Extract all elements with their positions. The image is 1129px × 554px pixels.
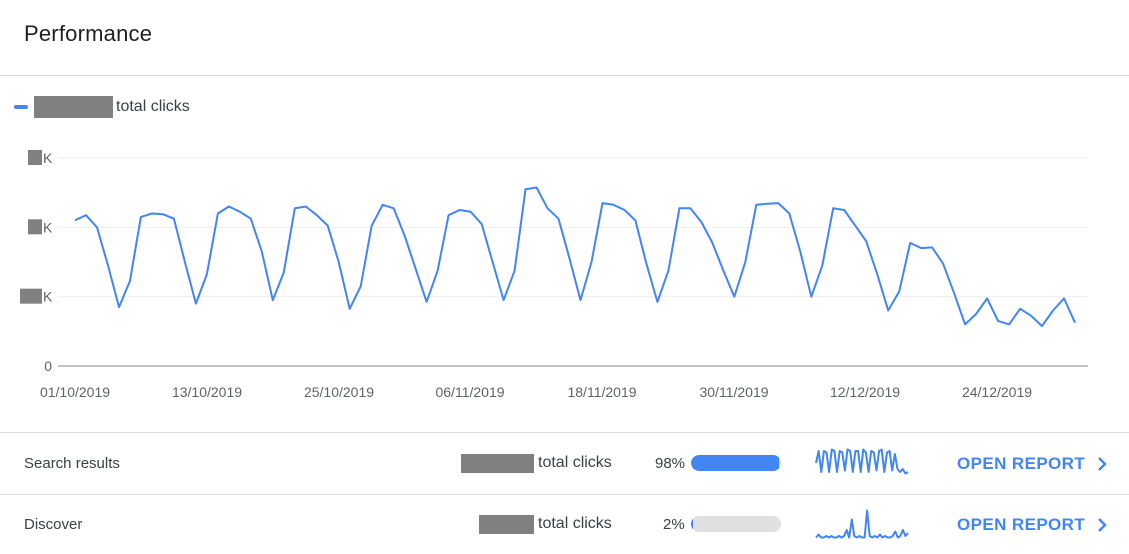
redacted-tick-value (28, 150, 42, 165)
y-tick-label: K (43, 289, 53, 305)
x-tick-label: 24/12/2019 (962, 384, 1032, 400)
y-tick-label: K (43, 150, 53, 166)
row-percent: 98% (655, 455, 685, 472)
share-bar-fill (691, 455, 779, 471)
x-axis-ticks: 01/10/2019 13/10/2019 25/10/2019 06/11/2019… (40, 384, 1032, 400)
redacted-value (479, 515, 534, 534)
y-tick-label: 0 (44, 358, 52, 374)
sparkline (815, 441, 910, 481)
row-label: Discover (24, 516, 82, 533)
open-report-button[interactable]: OPEN REPORT (957, 515, 1107, 535)
divider (0, 75, 1129, 76)
card-title: Performance (24, 21, 152, 47)
chart-grid (58, 158, 1088, 366)
x-tick-label: 06/11/2019 (435, 384, 504, 400)
legend-label: total clicks (116, 98, 190, 116)
share-bar-fill (691, 516, 693, 532)
share-bar (691, 516, 781, 532)
sparkline (815, 502, 910, 542)
redacted-value (461, 454, 534, 473)
share-bar (691, 455, 781, 471)
row-clicks: total clicks (479, 514, 612, 534)
open-report-label: OPEN REPORT (957, 454, 1085, 474)
chart-series (75, 187, 1075, 326)
chevron-right-icon (1097, 456, 1107, 472)
x-tick-label: 01/10/2019 (40, 384, 110, 400)
row-clicks-label: total clicks (538, 454, 612, 472)
y-tick-label: K (43, 219, 53, 235)
y-axis-ticks: 0 K K K (20, 150, 53, 374)
redacted-value (34, 96, 113, 118)
redacted-tick-value (28, 219, 42, 234)
open-report-label: OPEN REPORT (957, 515, 1085, 535)
x-tick-label: 30/11/2019 (699, 384, 768, 400)
open-report-button[interactable]: OPEN REPORT (957, 454, 1107, 474)
chart-legend[interactable]: total clicks (14, 96, 190, 118)
chevron-right-icon (1097, 517, 1107, 533)
x-tick-label: 12/12/2019 (830, 384, 900, 400)
row-label: Search results (24, 455, 120, 472)
row-clicks: total clicks (461, 453, 612, 473)
legend-swatch (14, 105, 28, 109)
row-percent: 2% (663, 516, 685, 533)
sparkline-path (816, 511, 908, 538)
report-row-search-results[interactable]: Search results total clicks 98% OPEN REP… (0, 433, 1129, 493)
x-tick-label: 18/11/2019 (567, 384, 636, 400)
x-tick-label: 13/10/2019 (172, 384, 242, 400)
series-line (75, 188, 1075, 327)
x-tick-label: 25/10/2019 (304, 384, 374, 400)
report-row-discover[interactable]: Discover total clicks 2% OPEN REPORT (0, 494, 1129, 554)
redacted-tick-value (20, 289, 42, 304)
clicks-chart: 0 K K K 01/10/2019 13/10/2019 25/10/2019 06/11… (0, 140, 1129, 415)
sparkline-path (816, 450, 908, 474)
row-clicks-label: total clicks (538, 515, 612, 533)
